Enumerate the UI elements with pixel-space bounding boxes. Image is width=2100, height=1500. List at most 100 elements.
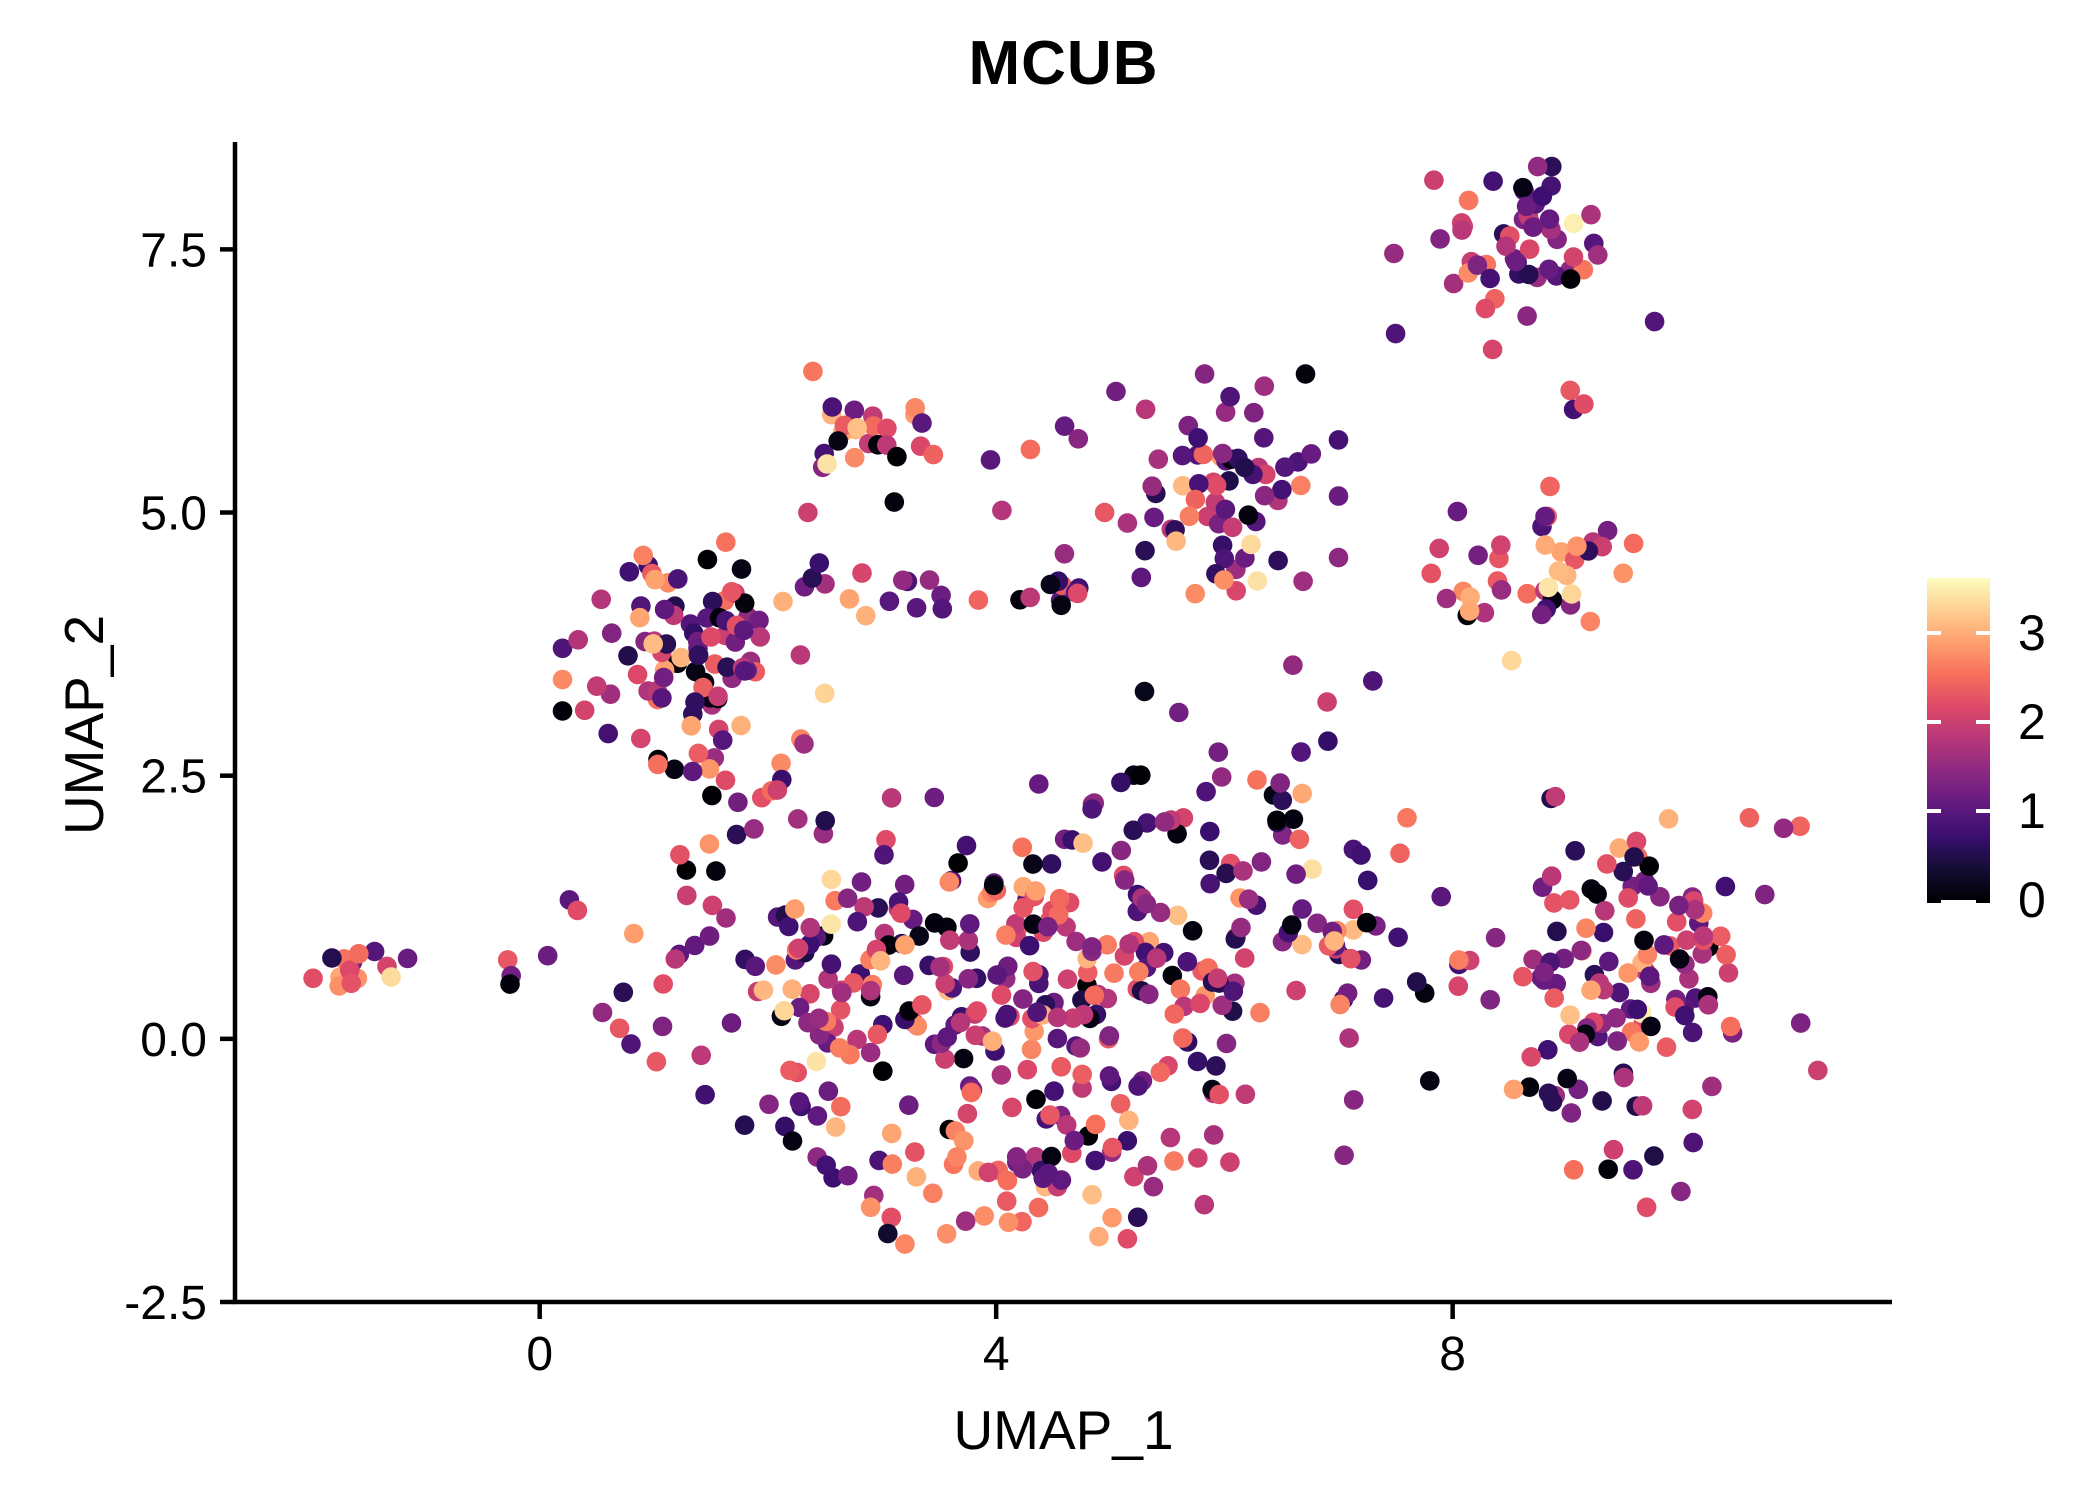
data-point [924, 787, 945, 808]
data-point [627, 664, 648, 685]
data-point [1790, 816, 1810, 837]
data-point [950, 1012, 971, 1033]
data-point [996, 1191, 1017, 1211]
data-point [1283, 809, 1304, 829]
data-point [1223, 981, 1244, 1002]
data-point [1671, 1181, 1691, 1202]
data-point [1618, 888, 1638, 908]
data-point [1194, 1194, 1215, 1215]
data-point [643, 634, 663, 654]
data-point [1275, 457, 1295, 478]
data-point [1044, 1081, 1064, 1101]
data-point [1173, 1028, 1193, 1048]
data-point [891, 903, 911, 923]
data-point [1388, 927, 1408, 948]
data-point [1656, 1037, 1677, 1057]
data-point [653, 667, 674, 688]
data-point [829, 1038, 850, 1058]
data-point [1136, 894, 1157, 914]
data-point [932, 599, 953, 619]
data-point [1581, 204, 1601, 225]
data-point [397, 948, 418, 969]
data-point [1658, 809, 1679, 829]
data-point [1431, 886, 1451, 907]
data-point [847, 418, 867, 438]
data-point [1598, 1159, 1618, 1180]
data-point [967, 1001, 987, 1021]
data-point [912, 995, 932, 1015]
data-point [1328, 547, 1349, 568]
data-point [1480, 268, 1500, 289]
data-point [1025, 881, 1046, 901]
data-point [1517, 583, 1537, 604]
data-point [1196, 781, 1216, 802]
data-point [1334, 1145, 1354, 1166]
data-point [906, 598, 927, 618]
data-point [1179, 506, 1200, 527]
data-point [893, 570, 913, 591]
data-point [1028, 1197, 1049, 1218]
data-point [1307, 913, 1327, 934]
data-point [1580, 611, 1601, 632]
data-point [1057, 969, 1078, 989]
data-point [1066, 931, 1086, 952]
data-point [688, 645, 709, 665]
data-point [618, 646, 638, 666]
data-point [1569, 1032, 1590, 1052]
data-point [782, 979, 802, 999]
data-point [1006, 1147, 1027, 1167]
data-point [1609, 838, 1630, 858]
data-point [879, 591, 900, 612]
data-point [1632, 1096, 1653, 1116]
data-point [1565, 841, 1585, 861]
data-point [759, 1094, 779, 1115]
data-point [1693, 926, 1714, 946]
data-point [1270, 773, 1290, 793]
data-point [1117, 1131, 1138, 1151]
data-point [1029, 774, 1049, 794]
data-point [1545, 786, 1566, 807]
data-point [1041, 854, 1062, 874]
data-point [767, 780, 788, 800]
data-point [712, 730, 733, 750]
data-point [1286, 864, 1306, 884]
data-point [1123, 820, 1144, 841]
data-point [1669, 949, 1690, 969]
data-point [1535, 535, 1556, 555]
data-point [670, 845, 690, 865]
data-point [1072, 1064, 1092, 1085]
data-point [873, 1061, 893, 1081]
data-point [1538, 577, 1559, 598]
data-point [567, 900, 588, 921]
data-point [919, 570, 940, 590]
data-point [1099, 1066, 1120, 1086]
data-point [699, 759, 720, 779]
data-point [568, 630, 588, 650]
data-point [1739, 808, 1760, 828]
data-point [734, 620, 754, 641]
data-point [1012, 837, 1033, 858]
data-point [1097, 935, 1117, 955]
data-point [1206, 1056, 1226, 1076]
data-point [775, 1116, 795, 1137]
data-point [1267, 810, 1287, 831]
data-point [1185, 583, 1205, 604]
data-point [341, 973, 362, 994]
data-point [1286, 980, 1306, 1001]
data-point [1128, 1076, 1148, 1096]
data-point [1216, 863, 1236, 884]
data-point [652, 1016, 673, 1037]
data-point [1207, 968, 1228, 988]
y-tick-label: 7.5 [140, 224, 207, 277]
data-point [937, 1027, 957, 1047]
data-point [1644, 1146, 1664, 1166]
data-point [1669, 895, 1689, 916]
data-point [790, 645, 811, 665]
data-point [1516, 196, 1537, 217]
data-point [856, 605, 876, 626]
data-point [1139, 984, 1159, 1005]
data-point [958, 930, 979, 951]
data-point [878, 1223, 898, 1244]
data-point [968, 590, 989, 610]
data-point [664, 759, 685, 780]
